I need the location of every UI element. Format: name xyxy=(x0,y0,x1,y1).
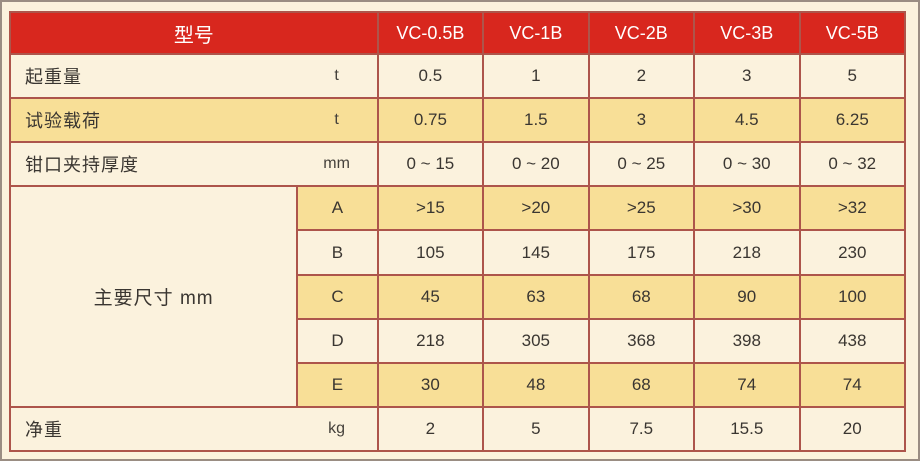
spec-value-cell: >32 xyxy=(798,185,906,232)
dimension-row-b: B 105 145 175 218 230 xyxy=(10,229,906,276)
spec-value-cell: 3 xyxy=(587,97,696,144)
spec-value-cell: 2 xyxy=(587,53,696,100)
spec-value-cell: 74 xyxy=(798,361,906,408)
spec-value-cell: 0 ~ 32 xyxy=(798,141,906,188)
model-header-cell: VC-0.5B xyxy=(376,10,485,56)
model-header-cell: VC-5B xyxy=(798,10,906,56)
spec-value-cell: 1.5 xyxy=(482,97,590,144)
spec-value-cell: 305 xyxy=(482,317,590,364)
row-label: 试验载荷 xyxy=(25,111,101,132)
header-row: 型号 VC-0.5B VC-1B VC-2B VC-3B VC-5B xyxy=(9,10,906,56)
spec-value-cell: >30 xyxy=(693,185,801,232)
dimension-key-cell: B xyxy=(296,229,379,276)
spec-value-cell: 0 ~ 20 xyxy=(482,141,590,188)
spec-value-cell: 5 xyxy=(482,405,590,453)
spec-value-cell: 398 xyxy=(693,317,801,364)
dimension-key-cell: C xyxy=(296,273,379,320)
model-header-label: 型号 xyxy=(9,10,379,56)
spec-value-cell: 0 ~ 30 xyxy=(693,141,801,188)
spec-value-cell: 218 xyxy=(693,229,801,276)
spec-value-cell: 218 xyxy=(376,317,485,364)
spec-value-cell: 7.5 xyxy=(587,405,696,453)
vc-clamp-spec-table: 型号 VC-0.5B VC-1B VC-2B VC-3B VC-5B 起重量 t… xyxy=(8,10,906,453)
spec-value-cell: 105 xyxy=(376,229,485,276)
spec-value-cell: 0.5 xyxy=(376,53,485,100)
model-header-cell: VC-2B xyxy=(587,10,696,56)
unit-label: kg xyxy=(328,419,346,437)
row-label-cell: 起重量 t xyxy=(9,53,379,100)
dimension-key-cell: E xyxy=(296,361,379,408)
dimension-section-label: 主要尺寸 mm xyxy=(8,185,299,408)
unit-label: t xyxy=(334,111,339,129)
spec-value-cell: >20 xyxy=(482,185,590,232)
spec-value-cell: 6.25 xyxy=(798,97,906,144)
spec-value-cell: 48 xyxy=(482,361,590,408)
spec-value-cell: >15 xyxy=(376,185,485,232)
row-label: 起重量 xyxy=(25,67,82,88)
spec-value-cell: 438 xyxy=(798,317,906,364)
spec-value-cell: 15.5 xyxy=(693,405,801,453)
spec-value-cell: 3 xyxy=(693,53,801,100)
spec-value-cell: 63 xyxy=(482,273,590,320)
spec-value-cell: 0 ~ 15 xyxy=(376,141,485,188)
spec-value-cell: 100 xyxy=(798,273,906,320)
row-label: 净重 xyxy=(25,419,63,440)
spec-value-cell: 368 xyxy=(587,317,696,364)
row-label-cell: 钳口夹持厚度 mm xyxy=(9,141,379,188)
row-label-cell: 试验载荷 t xyxy=(9,97,379,144)
model-header-cell: VC-1B xyxy=(482,10,590,56)
jaw-thickness-row: 钳口夹持厚度 mm 0 ~ 15 0 ~ 20 0 ~ 25 0 ~ 30 0 … xyxy=(9,141,906,188)
spec-value-cell: 5 xyxy=(798,53,906,100)
unit-label: mm xyxy=(323,155,350,173)
test-load-row: 试验载荷 t 0.75 1.5 3 4.5 6.25 xyxy=(9,97,906,144)
spec-value-cell: >25 xyxy=(587,185,696,232)
spec-value-cell: 68 xyxy=(587,361,696,408)
spec-value-cell: 20 xyxy=(798,405,906,453)
spec-value-cell: 0.75 xyxy=(376,97,485,144)
spec-value-cell: 30 xyxy=(376,361,485,408)
spec-value-cell: 145 xyxy=(482,229,590,276)
lifting-capacity-row: 起重量 t 0.5 1 2 3 5 xyxy=(9,53,906,100)
spec-value-cell: 2 xyxy=(376,405,485,453)
dimension-row-a: 主要尺寸 mm A >15 >20 >25 >30 >32 xyxy=(8,185,906,408)
dimension-row-e: E 30 48 68 74 74 xyxy=(10,361,906,408)
spec-value-cell: 230 xyxy=(798,229,906,276)
spec-value-cell: 74 xyxy=(693,361,801,408)
dimension-key-cell: A xyxy=(296,185,379,232)
spec-value-cell: 68 xyxy=(587,273,696,320)
spec-value-cell: 0 ~ 25 xyxy=(587,141,696,188)
model-header-cell: VC-3B xyxy=(693,10,801,56)
dimension-row-d: D 218 305 368 398 438 xyxy=(10,317,906,364)
spec-value-cell: 45 xyxy=(376,273,485,320)
net-weight-row: 净重 kg 2 5 7.5 15.5 20 xyxy=(9,405,906,453)
row-label-cell: 净重 kg xyxy=(9,405,379,453)
spec-value-cell: 4.5 xyxy=(693,97,801,144)
dimension-key-cell: D xyxy=(296,317,379,364)
spec-value-cell: 175 xyxy=(587,229,696,276)
spec-value-cell: 1 xyxy=(482,53,590,100)
spec-value-cell: 90 xyxy=(693,273,801,320)
row-label: 钳口夹持厚度 xyxy=(25,155,139,176)
unit-label: t xyxy=(334,67,339,85)
